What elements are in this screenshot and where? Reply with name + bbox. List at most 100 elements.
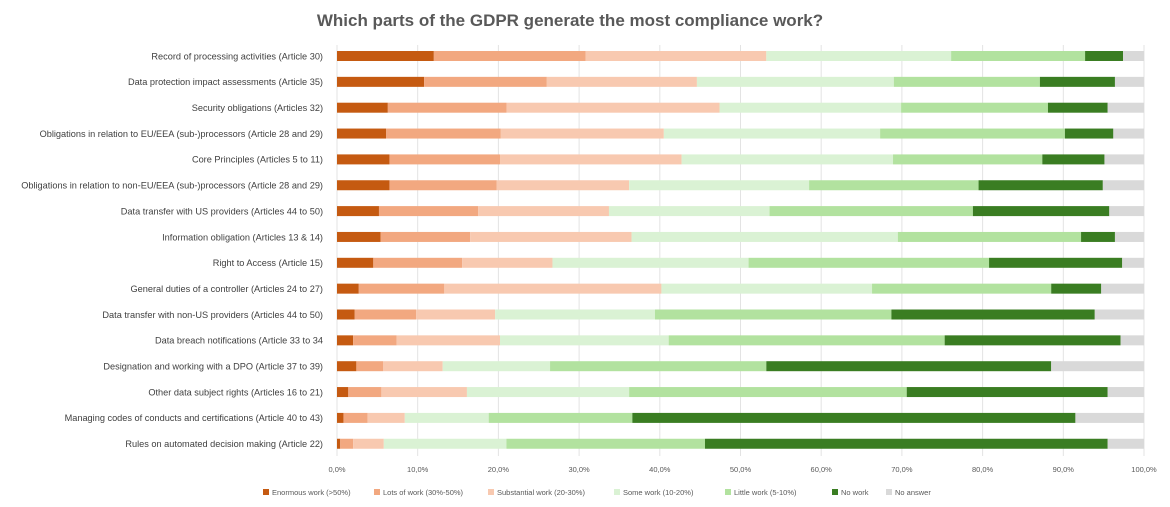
bar-segment <box>337 335 354 346</box>
bar-segment <box>989 257 1123 268</box>
bar-segment <box>488 412 633 423</box>
bar-segment <box>1075 412 1144 423</box>
bar-segment <box>506 438 705 449</box>
category-label: General duties of a controller (Articles… <box>130 284 323 294</box>
bar-segment <box>631 231 898 242</box>
legend-swatch <box>263 489 269 495</box>
legend-label: Enormous work (>50%) <box>272 488 351 497</box>
bar-segment <box>906 387 1108 398</box>
bar-segment <box>719 102 902 113</box>
category-label: Data transfer with US providers (Article… <box>121 206 323 216</box>
bar-segment <box>367 412 405 423</box>
x-tick-label: 40,0% <box>649 465 671 474</box>
bar-segment <box>337 180 390 191</box>
bar-segment <box>337 231 381 242</box>
bar-segment <box>748 257 990 268</box>
bars <box>337 51 1144 449</box>
bar-segment <box>897 231 1082 242</box>
bar-segment <box>1123 51 1144 61</box>
bar-segment <box>358 283 445 294</box>
bar-segment <box>550 361 767 372</box>
legend-label: Substantial work (20-30%) <box>497 488 585 497</box>
bar-segment <box>1120 335 1144 346</box>
bar-segment <box>343 412 368 423</box>
bar-segment <box>1114 231 1144 242</box>
bar-segment <box>944 335 1121 346</box>
bar-segment <box>880 128 1065 139</box>
bar-segment <box>951 51 1086 61</box>
bar-segment <box>337 412 344 423</box>
bar-segment <box>337 309 355 320</box>
bar-segment <box>704 438 1108 449</box>
legend-item: Lots of work (30%-50%) <box>374 488 464 497</box>
bar-segment <box>337 438 341 449</box>
x-tick-label: 100,0% <box>1131 465 1157 474</box>
bar-segment <box>1064 128 1114 139</box>
category-labels: Record of processing activities (Article… <box>21 51 323 449</box>
bar-segment <box>1085 51 1124 61</box>
category-label: Core Principles (Articles 5 to 11) <box>192 155 323 165</box>
bar-segment <box>766 361 1052 372</box>
legend-swatch <box>614 489 620 495</box>
bar-segment <box>681 154 894 165</box>
bar-segment <box>337 128 387 139</box>
bar-segment <box>354 309 417 320</box>
bar-segment <box>337 361 357 372</box>
bar-segment <box>608 206 770 217</box>
category-label: Data protection impact assessments (Arti… <box>128 77 323 87</box>
bar-segment <box>629 180 810 191</box>
category-label: Other data subject rights (Articles 16 t… <box>148 387 323 397</box>
bar-segment <box>893 76 1040 87</box>
legend-item: Some work (10-20%) <box>614 488 694 497</box>
bar-segment <box>1081 231 1115 242</box>
bar-segment <box>1107 438 1144 449</box>
bar-segment <box>337 283 359 294</box>
bar-segment <box>373 257 463 268</box>
bar-segment <box>387 102 507 113</box>
bar-segment <box>337 76 425 87</box>
legend-item: Substantial work (20-30%) <box>488 488 585 497</box>
category-label: Record of processing activities (Article… <box>151 51 323 61</box>
bar-segment <box>1101 283 1144 294</box>
bar-segment <box>661 283 873 294</box>
category-label: Information obligation (Articles 13 & 14… <box>162 232 323 242</box>
bar-segment <box>1102 180 1144 191</box>
x-tick-label: 80,0% <box>972 465 994 474</box>
bar-segment <box>462 257 553 268</box>
bar-segment <box>337 102 388 113</box>
bar-segment <box>1051 361 1144 372</box>
bar-segment <box>442 361 551 372</box>
bar-segment <box>495 309 655 320</box>
bar-segment <box>444 283 662 294</box>
legend-label: No answer <box>895 488 931 497</box>
category-label: Obligations in relation to non-EU/EEA (s… <box>21 181 323 191</box>
legend-item: No work <box>832 488 869 497</box>
bar-segment <box>506 102 720 113</box>
bar-segment <box>386 128 501 139</box>
bar-segment <box>1109 206 1144 217</box>
x-tick-label: 50,0% <box>730 465 752 474</box>
bar-segment <box>893 154 1043 165</box>
bar-segment <box>552 257 749 268</box>
x-axis-ticks: 0,0% 10,0% 20,0% 30,0% 40,0% 50,0% 60,0% 70,0% 8… <box>328 465 1157 474</box>
bar-segment <box>972 206 1110 217</box>
legend-swatch <box>488 489 494 495</box>
legend-swatch <box>725 489 731 495</box>
category-label: Obligations in relation to EU/EEA (sub-)… <box>40 129 323 139</box>
bar-segment <box>809 180 979 191</box>
legend-swatch <box>374 489 380 495</box>
category-label: Right to Access (Article 15) <box>213 258 323 268</box>
bar-segment <box>404 412 489 423</box>
bar-segment <box>416 309 496 320</box>
bar-segment <box>353 438 384 449</box>
bar-segment <box>654 309 892 320</box>
bar-segment <box>1051 283 1102 294</box>
category-label: Data transfer with non-US providers (Art… <box>102 310 323 320</box>
bar-segment <box>496 180 630 191</box>
category-label: Rules on automated decision making (Arti… <box>125 439 323 449</box>
bar-segment <box>500 154 682 165</box>
bar-segment <box>337 154 390 165</box>
bar-segment <box>500 335 669 346</box>
category-label: Managing codes of conducts and certifica… <box>65 413 323 423</box>
